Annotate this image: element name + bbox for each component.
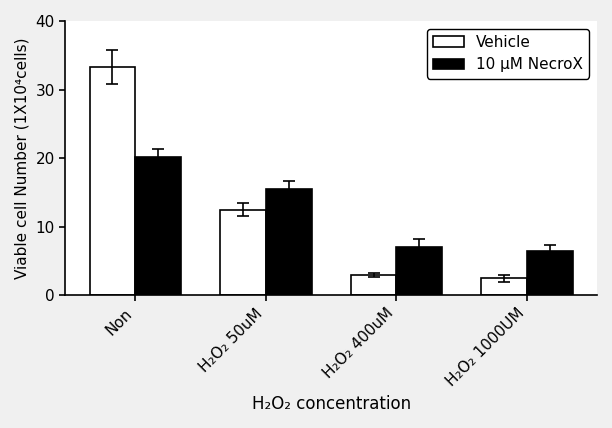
Bar bbox=[89, 67, 135, 295]
Bar bbox=[135, 157, 181, 295]
X-axis label: H₂O₂ concentration: H₂O₂ concentration bbox=[252, 395, 411, 413]
Y-axis label: Viable cell Number (1X10⁴cells): Viable cell Number (1X10⁴cells) bbox=[15, 37, 30, 279]
Bar bbox=[397, 247, 442, 295]
Bar bbox=[351, 275, 397, 295]
Bar bbox=[482, 278, 527, 295]
Bar bbox=[266, 189, 312, 295]
Bar bbox=[220, 210, 266, 295]
Bar bbox=[527, 251, 573, 295]
Legend: Vehicle, 10 μM NecroX: Vehicle, 10 μM NecroX bbox=[427, 29, 589, 78]
